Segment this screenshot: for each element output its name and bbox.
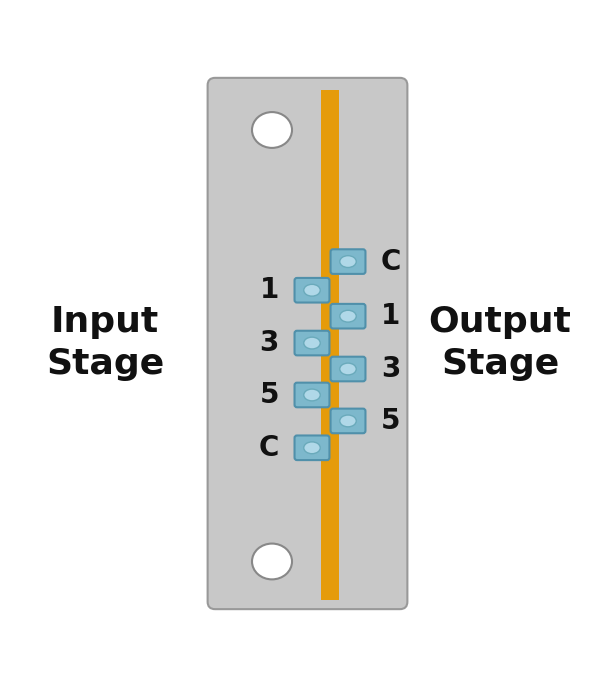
Ellipse shape — [339, 311, 356, 322]
Ellipse shape — [252, 543, 292, 579]
Ellipse shape — [339, 415, 356, 427]
Text: 5: 5 — [260, 381, 279, 409]
Text: C: C — [381, 247, 402, 275]
Text: C: C — [259, 433, 279, 462]
Ellipse shape — [304, 284, 320, 296]
Text: 1: 1 — [260, 276, 279, 304]
Ellipse shape — [339, 256, 356, 267]
Text: Output
Stage: Output Stage — [429, 305, 571, 381]
Text: 1: 1 — [381, 302, 400, 330]
FancyBboxPatch shape — [295, 383, 330, 407]
FancyBboxPatch shape — [295, 278, 330, 302]
Ellipse shape — [304, 389, 320, 401]
Ellipse shape — [304, 442, 320, 453]
FancyBboxPatch shape — [330, 304, 365, 328]
FancyBboxPatch shape — [330, 249, 365, 274]
Text: 3: 3 — [381, 355, 400, 383]
Ellipse shape — [252, 112, 292, 148]
FancyBboxPatch shape — [330, 357, 365, 381]
Text: 5: 5 — [381, 407, 400, 435]
Text: 3: 3 — [260, 329, 279, 357]
Text: Input
Stage: Input Stage — [46, 305, 164, 381]
Ellipse shape — [339, 363, 356, 375]
Bar — [321, 90, 339, 600]
FancyBboxPatch shape — [330, 409, 365, 433]
FancyBboxPatch shape — [295, 436, 330, 460]
FancyBboxPatch shape — [208, 78, 407, 609]
FancyBboxPatch shape — [295, 330, 330, 355]
Ellipse shape — [304, 337, 320, 349]
